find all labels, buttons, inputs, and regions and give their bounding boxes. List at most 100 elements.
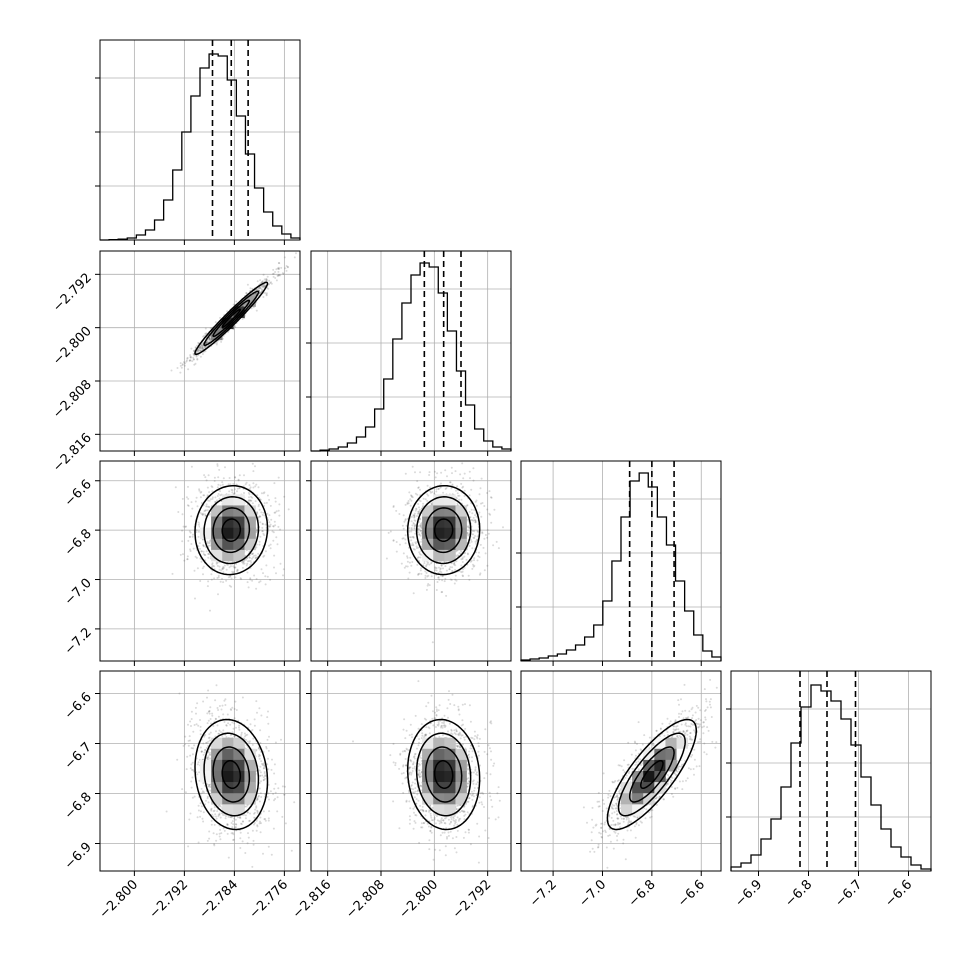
scatter-point <box>466 518 469 521</box>
scatter-point <box>284 785 286 788</box>
scatter-point <box>212 815 215 818</box>
scatter-point <box>194 346 197 349</box>
scatter-point <box>245 734 247 737</box>
scatter-point <box>202 573 204 576</box>
scatter-point <box>199 345 202 348</box>
histogram-param-0 <box>100 53 301 241</box>
scatter-point <box>197 804 200 807</box>
scatter-point <box>216 707 219 709</box>
scatter-point <box>281 272 284 275</box>
scatter-point <box>263 502 266 505</box>
scatter-point <box>222 713 225 716</box>
scatter-point <box>207 541 210 544</box>
scatter-point <box>385 557 388 560</box>
scatter-point <box>255 543 258 546</box>
scatter-point <box>251 579 254 582</box>
scatter-point <box>251 743 254 746</box>
scatter-point <box>456 554 459 557</box>
scatter-point <box>502 526 504 529</box>
scatter-point <box>236 487 239 490</box>
scatter-point <box>277 267 280 270</box>
scatter-point <box>467 525 470 528</box>
scatter-point <box>235 826 237 829</box>
scatter-point <box>210 485 213 488</box>
scatter-point <box>220 708 223 711</box>
scatter-point <box>200 347 203 350</box>
density-cell <box>422 527 434 540</box>
scatter-point <box>260 291 263 294</box>
scatter-point <box>206 722 209 725</box>
scatter-point <box>273 554 276 557</box>
scatter-point <box>273 799 275 802</box>
scatter-point <box>261 523 264 526</box>
scatter-point <box>433 470 436 473</box>
scatter-point <box>218 705 221 707</box>
scatter-point <box>184 362 187 365</box>
scatter-point <box>196 349 199 352</box>
scatter-point <box>272 827 275 830</box>
scatter-point <box>185 359 188 362</box>
scatter-point <box>209 539 211 542</box>
scatter-point <box>223 721 226 723</box>
scatter-point <box>251 552 253 555</box>
scatter-point <box>445 487 448 490</box>
scatter-point <box>196 358 199 361</box>
scatter-point <box>478 493 481 496</box>
scatter-point <box>267 722 270 725</box>
scatter-point <box>282 574 284 577</box>
scatter-point <box>210 823 213 826</box>
scatter-point <box>460 571 463 574</box>
scatter-point <box>209 498 212 501</box>
scatter-point <box>199 355 202 358</box>
scatter-point <box>231 706 234 709</box>
scatter-point <box>410 536 412 539</box>
scatter-point <box>269 547 272 550</box>
scatter-point <box>275 536 278 539</box>
scatter-point <box>242 304 244 307</box>
density-cell <box>233 549 245 562</box>
scatter-panel-2-0 <box>99 460 301 662</box>
scatter-point <box>213 476 216 479</box>
scatter-point <box>251 829 254 832</box>
density-cell <box>222 527 234 540</box>
scatter-point <box>215 343 218 346</box>
density-cell <box>222 549 234 562</box>
scatter-point <box>201 567 204 570</box>
scatter-point <box>290 849 293 852</box>
scatter-point <box>490 496 492 499</box>
scatter-point <box>187 539 190 542</box>
scatter-point <box>238 487 241 490</box>
scatter-point <box>278 503 281 506</box>
scatter-point <box>181 513 184 516</box>
scatter-point <box>470 508 473 511</box>
scatter-point <box>282 273 285 275</box>
scatter-point <box>287 508 290 511</box>
scatter-point <box>267 845 270 848</box>
scatter-point <box>248 560 251 562</box>
scatter-point <box>224 704 227 706</box>
scatter-point <box>191 796 194 799</box>
scatter-point <box>251 496 254 499</box>
scatter-point <box>183 559 186 562</box>
scatter-point <box>428 474 431 476</box>
scatter-point <box>196 344 199 347</box>
scatter-point <box>277 476 280 479</box>
scatter-point <box>211 498 214 500</box>
scatter-point <box>258 515 261 518</box>
scatter-point <box>218 729 221 732</box>
scatter-point <box>425 565 427 568</box>
scatter-point <box>461 462 464 465</box>
scatter-point <box>199 802 202 805</box>
scatter-point <box>196 773 199 776</box>
scatter-point <box>255 292 258 295</box>
scatter-point <box>440 471 443 474</box>
scatter-point <box>264 575 267 578</box>
scatter-point <box>448 568 451 571</box>
scatter-point <box>230 488 233 491</box>
scatter-point <box>195 529 198 532</box>
scatter-point <box>231 721 234 724</box>
scatter-point <box>469 560 472 563</box>
scatter-point <box>467 533 469 536</box>
scatter-point <box>251 502 254 505</box>
scatter-point <box>276 543 279 546</box>
